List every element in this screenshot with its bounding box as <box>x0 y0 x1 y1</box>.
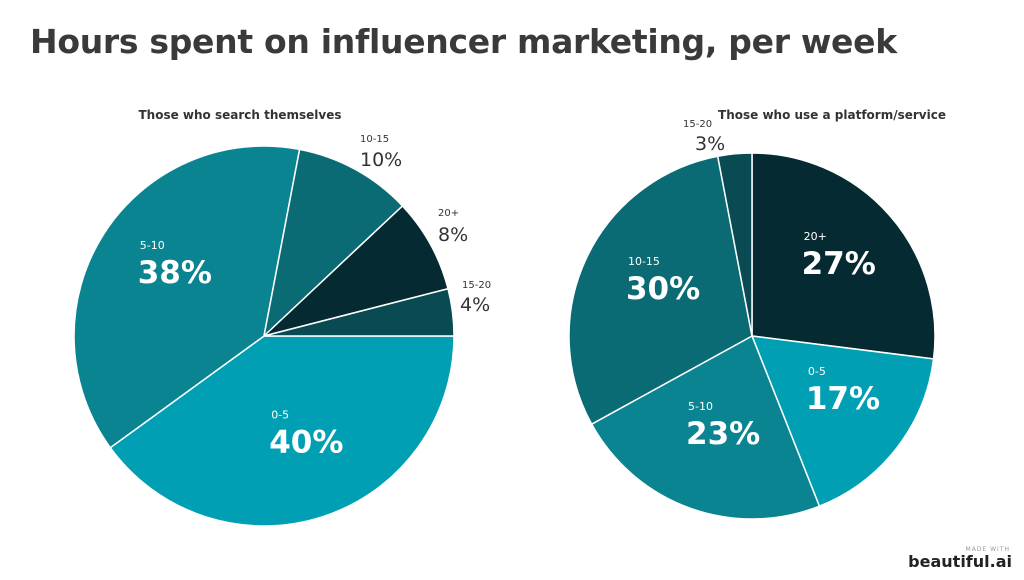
beautiful-ai-logo: beautiful.ai <box>908 552 1012 571</box>
chart-title: Those who use a platform/service <box>718 108 946 122</box>
pie-slice-5-10 <box>73 145 301 449</box>
slice-category-label: 0-5 <box>808 365 826 378</box>
pie-chart-1: Those who search themselves 0-5 40% 5-10 38%… <box>73 108 491 527</box>
pie-slice-10-15 <box>262 148 404 339</box>
pie-slice-15-20 <box>263 287 455 337</box>
slice-value-label: 38% <box>138 255 212 291</box>
slice-value-label: 23% <box>686 416 760 452</box>
pie-slice-10-15 <box>568 155 753 426</box>
pie-chart-2: Those who use a platform/service 20+ 27% 0-… <box>568 108 946 520</box>
slice-value-label: 30% <box>626 271 700 307</box>
slice-category-label: 0-5 <box>271 408 289 421</box>
pie-slice-20+ <box>263 204 449 337</box>
slice-value-label: 4% <box>460 294 490 316</box>
slice-value-label: 10% <box>360 149 402 171</box>
pie-slice-15-20 <box>716 152 753 337</box>
slice-value-label: 3% <box>695 133 725 155</box>
chart-title: Those who search themselves <box>138 108 341 122</box>
page-title: Hours spent on influencer marketing, per… <box>30 22 897 61</box>
pie-slice-5-10 <box>590 334 821 520</box>
slice-category-label: 15-20 <box>683 119 712 130</box>
slice-category-label: 5-10 <box>688 400 713 413</box>
slice-category-label: 5-10 <box>140 239 165 252</box>
slice-category-label: 10-15 <box>360 134 389 145</box>
slice-category-label: 20+ <box>804 230 827 243</box>
slice-category-label: 20+ <box>438 208 459 219</box>
slice-value-label: 8% <box>438 224 468 246</box>
pie-slice-0-5 <box>109 335 455 527</box>
pie-slice-20+ <box>751 152 936 360</box>
slice-category-label: 15-20 <box>462 280 491 291</box>
slice-value-label: 27% <box>802 246 876 282</box>
slice-category-label: 10-15 <box>628 255 660 268</box>
made-with-label: MADE WITH <box>965 546 1010 553</box>
pie-slice-0-5 <box>750 335 935 508</box>
slice-value-label: 17% <box>806 381 880 417</box>
slice-value-label: 40% <box>269 424 343 460</box>
